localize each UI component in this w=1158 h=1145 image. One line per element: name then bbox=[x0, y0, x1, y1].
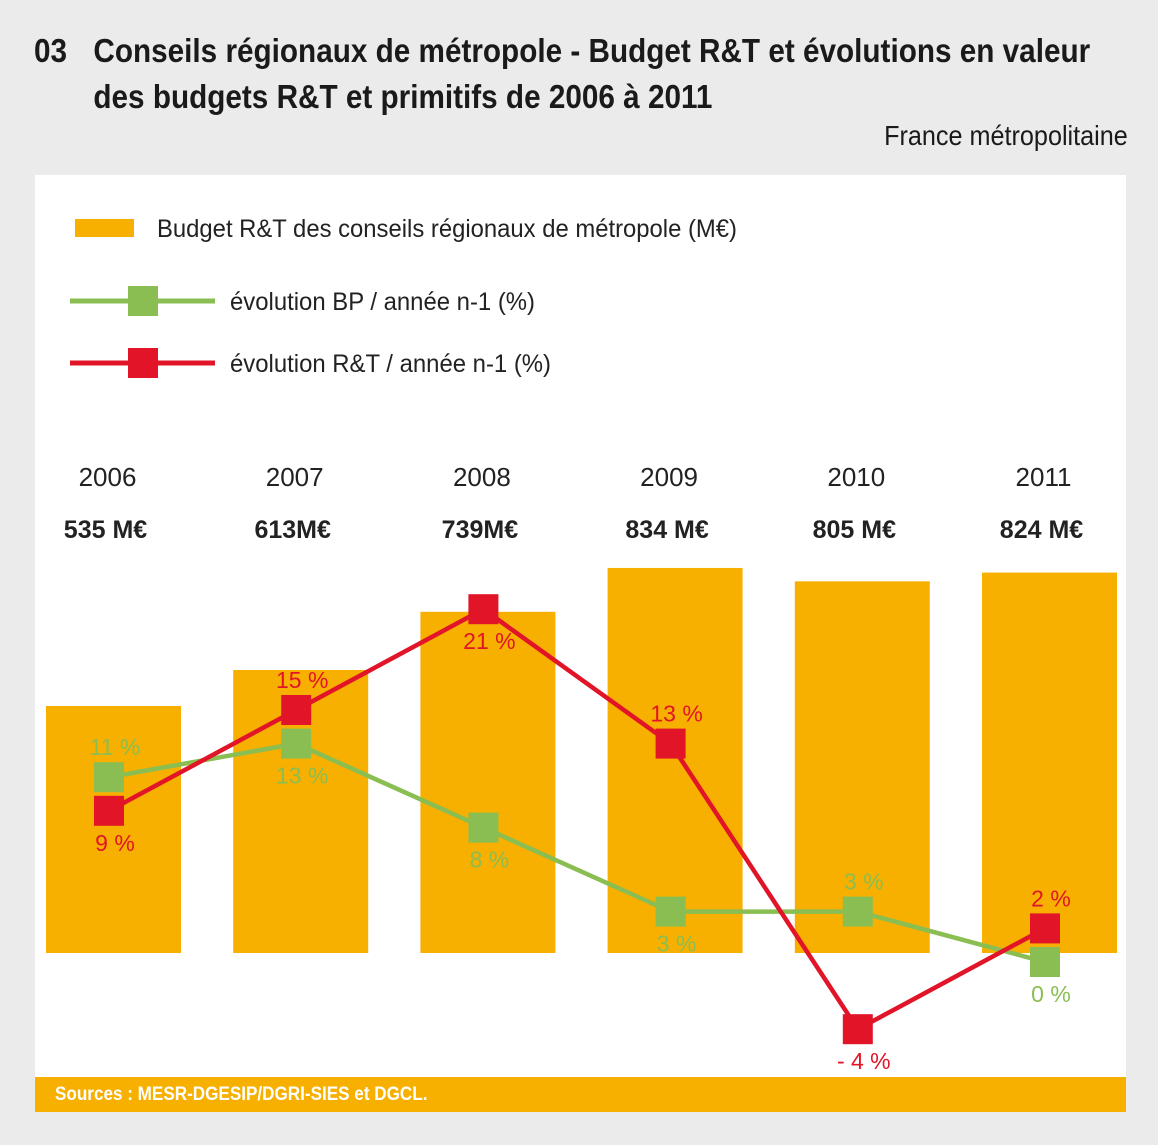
marker-bp-2011 bbox=[1030, 947, 1060, 977]
bar-2006 bbox=[46, 706, 181, 953]
figure-number: 03 bbox=[34, 32, 68, 69]
legend-label-budget: Budget R&T des conseils régionaux de mét… bbox=[157, 215, 737, 243]
data-label-bp-2007: 13 % bbox=[276, 763, 328, 789]
bar-value-label-2010: 805 M€ bbox=[813, 516, 896, 544]
legend-bar-swatch bbox=[75, 219, 134, 237]
bar-value-label-2008: 739M€ bbox=[442, 516, 519, 544]
bar-2011 bbox=[982, 572, 1117, 953]
data-label-bp-2008: 8 % bbox=[470, 847, 510, 873]
data-label-rt-2008: 21 % bbox=[463, 628, 515, 654]
marker-rt-2010 bbox=[842, 1014, 873, 1045]
marker-rt-2009 bbox=[655, 728, 686, 759]
legend-label-rt: évolution R&T / année n-1 (%) bbox=[230, 350, 551, 378]
legend-label-bp: évolution BP / année n-1 (%) bbox=[230, 288, 535, 316]
data-label-rt-2006: 9 % bbox=[95, 830, 135, 856]
line-rt bbox=[107, 606, 1047, 1033]
bar-2009 bbox=[607, 567, 743, 953]
marker-rt-2008 bbox=[468, 594, 499, 625]
year-label-2007: 2007 bbox=[266, 462, 324, 492]
title-line-2: des budgets R&T et primitifs de 2006 à 2… bbox=[93, 78, 713, 115]
year-label-2009: 2009 bbox=[640, 462, 698, 492]
subtitle: France métropolitaine bbox=[884, 120, 1128, 151]
sources-text: Sources : MESR-DGESIP/DGRI-SIES et DGCL. bbox=[55, 1084, 428, 1105]
marker-bp-2008 bbox=[468, 812, 499, 843]
bar-2010 bbox=[794, 581, 930, 953]
data-label-bp-2011: 0 % bbox=[1031, 981, 1071, 1007]
chart-panel bbox=[35, 175, 1126, 1112]
bar-2008 bbox=[420, 611, 556, 953]
data-label-rt-2009: 13 % bbox=[650, 701, 702, 727]
marker-rt-2006 bbox=[94, 795, 124, 826]
data-label-rt-2011: 2 % bbox=[1031, 885, 1071, 911]
year-label-2006: 2006 bbox=[79, 462, 137, 492]
legend-marker-bp bbox=[128, 286, 158, 316]
marker-bp-2006 bbox=[94, 762, 124, 793]
year-label-2008: 2008 bbox=[453, 462, 511, 492]
year-label-2010: 2010 bbox=[827, 462, 885, 492]
marker-bp-2009 bbox=[655, 896, 686, 927]
data-label-rt-2010: - 4 % bbox=[837, 1048, 891, 1074]
marker-bp-2010 bbox=[842, 896, 873, 927]
bar-value-label-2006: 535 M€ bbox=[64, 516, 147, 544]
chart-title: 03 Conseils régionaux de métropole - Budg… bbox=[34, 28, 1090, 120]
marker-rt-2011 bbox=[1030, 913, 1060, 944]
line-bp bbox=[108, 741, 1046, 965]
marker-bp-2007 bbox=[281, 728, 312, 759]
bar-value-label-2011: 824 M€ bbox=[1000, 516, 1083, 544]
bar-value-label-2007: 613M€ bbox=[254, 516, 331, 544]
marker-rt-2007 bbox=[281, 695, 312, 725]
legend-marker-rt bbox=[128, 348, 158, 378]
sources-bar: Sources : MESR-DGESIP/DGRI-SIES et DGCL. bbox=[35, 1077, 1126, 1112]
data-label-rt-2007: 15 % bbox=[276, 667, 328, 693]
data-label-bp-2009: 3 % bbox=[657, 931, 697, 957]
bar-value-label-2009: 834 M€ bbox=[625, 516, 708, 544]
title-line-1: Conseils régionaux de métropole - Budget… bbox=[93, 32, 1091, 69]
data-label-bp-2006: 11 % bbox=[90, 734, 141, 760]
year-label-2011: 2011 bbox=[1016, 462, 1072, 492]
data-label-bp-2010: 3 % bbox=[844, 869, 884, 895]
